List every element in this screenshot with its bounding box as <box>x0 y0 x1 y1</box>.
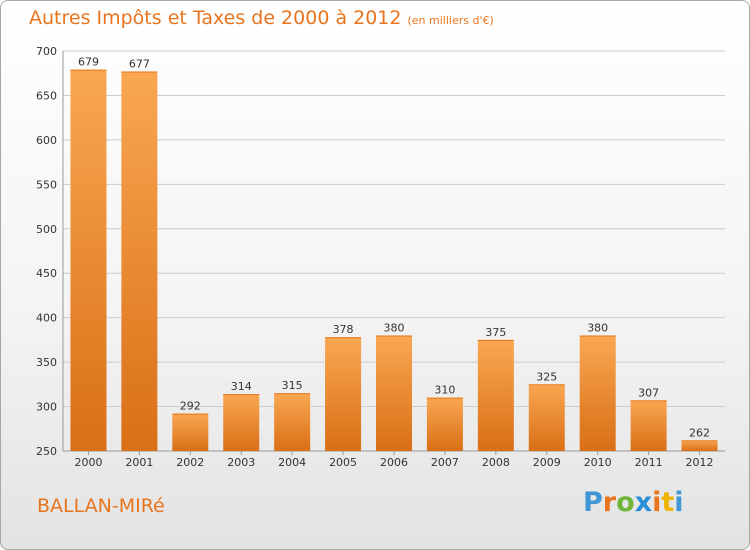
chart-subtitle: (en milliers d'€) <box>407 14 494 27</box>
y-tick-label: 650 <box>36 89 57 102</box>
x-tick-label-2011: 2011 <box>635 456 663 469</box>
y-tick-label: 550 <box>36 178 57 191</box>
logo-letter: i <box>674 487 684 518</box>
bar-2001 <box>121 71 158 451</box>
y-tick-label: 700 <box>36 45 57 58</box>
logo-letter: r <box>602 487 617 518</box>
data-label-2012: 262 <box>689 426 710 439</box>
y-tick-label: 250 <box>36 445 57 458</box>
x-tick-label-2001: 2001 <box>125 456 153 469</box>
logo-letter: P <box>583 487 603 518</box>
data-label-2010: 380 <box>587 321 608 334</box>
logo-letter: i <box>652 487 662 518</box>
data-label-2004: 315 <box>282 379 303 392</box>
x-tick-label-2009: 2009 <box>533 456 561 469</box>
bar-2007 <box>426 397 463 451</box>
data-label-2007: 310 <box>434 384 455 397</box>
x-tick-label-2000: 2000 <box>74 456 102 469</box>
bar-2006 <box>376 335 412 451</box>
x-tick-label-2004: 2004 <box>278 456 306 469</box>
x-tick-label-2012: 2012 <box>686 456 714 469</box>
chart-title: Autres Impôts et Taxes de 2000 à 2012 (en… <box>29 7 494 29</box>
x-tick-label-2002: 2002 <box>176 456 204 469</box>
x-tick-label-2010: 2010 <box>584 456 612 469</box>
data-labels: 679 677 292 314 315 378 380 310 375 325 380 307 262 <box>78 56 710 440</box>
y-tick-label: 350 <box>36 356 57 369</box>
y-tick-label: 400 <box>36 312 57 325</box>
x-tick-label-2003: 2003 <box>227 456 255 469</box>
x-tick-label-2007: 2007 <box>431 456 459 469</box>
x-tick-label-2005: 2005 <box>329 456 357 469</box>
bar-2010 <box>579 335 616 451</box>
y-tick-label: 450 <box>36 267 57 280</box>
logo-letter: x <box>634 487 653 518</box>
data-label-2000: 679 <box>78 56 99 69</box>
y-tick-label: 600 <box>36 134 57 147</box>
bar-2002 <box>172 413 209 451</box>
data-label-2001: 677 <box>129 57 150 70</box>
x-tick-labels: 2000 2001 2002 2003 2004 2005 2006 2007 2008 2009… <box>74 451 714 469</box>
data-label-2006: 380 <box>384 321 405 334</box>
logo-letter: o <box>616 487 635 518</box>
bar-2000 <box>70 69 107 452</box>
bars <box>70 69 718 452</box>
town-name: BALLAN-MIRé <box>37 495 165 517</box>
bar-2008 <box>477 339 514 451</box>
bar-2004 <box>274 393 311 451</box>
x-tick-label-2006: 2006 <box>380 456 408 469</box>
data-label-2011: 307 <box>638 386 659 399</box>
data-label-2003: 314 <box>231 380 252 393</box>
data-label-2005: 378 <box>333 323 354 336</box>
data-label-2002: 292 <box>180 400 201 413</box>
y-tick-labels: 250 300 350 400 450 500 550 600 650 700 <box>36 45 57 458</box>
logo-letter: t <box>661 487 675 518</box>
data-label-2009: 325 <box>536 370 557 383</box>
chart-title-text: Autres Impôts et Taxes de 2000 à 2012 <box>29 7 402 29</box>
bar-2012 <box>681 440 718 451</box>
bar-2003 <box>223 394 260 451</box>
bar-2011 <box>630 400 667 451</box>
proxiti-logo: Proxiti <box>583 487 684 518</box>
bar-2009 <box>528 384 565 451</box>
bar-2005 <box>325 337 362 451</box>
y-tick-label: 500 <box>36 223 57 236</box>
y-tick-label: 300 <box>36 401 57 414</box>
data-label-2008: 375 <box>485 326 506 339</box>
x-tick-label-2008: 2008 <box>482 456 510 469</box>
